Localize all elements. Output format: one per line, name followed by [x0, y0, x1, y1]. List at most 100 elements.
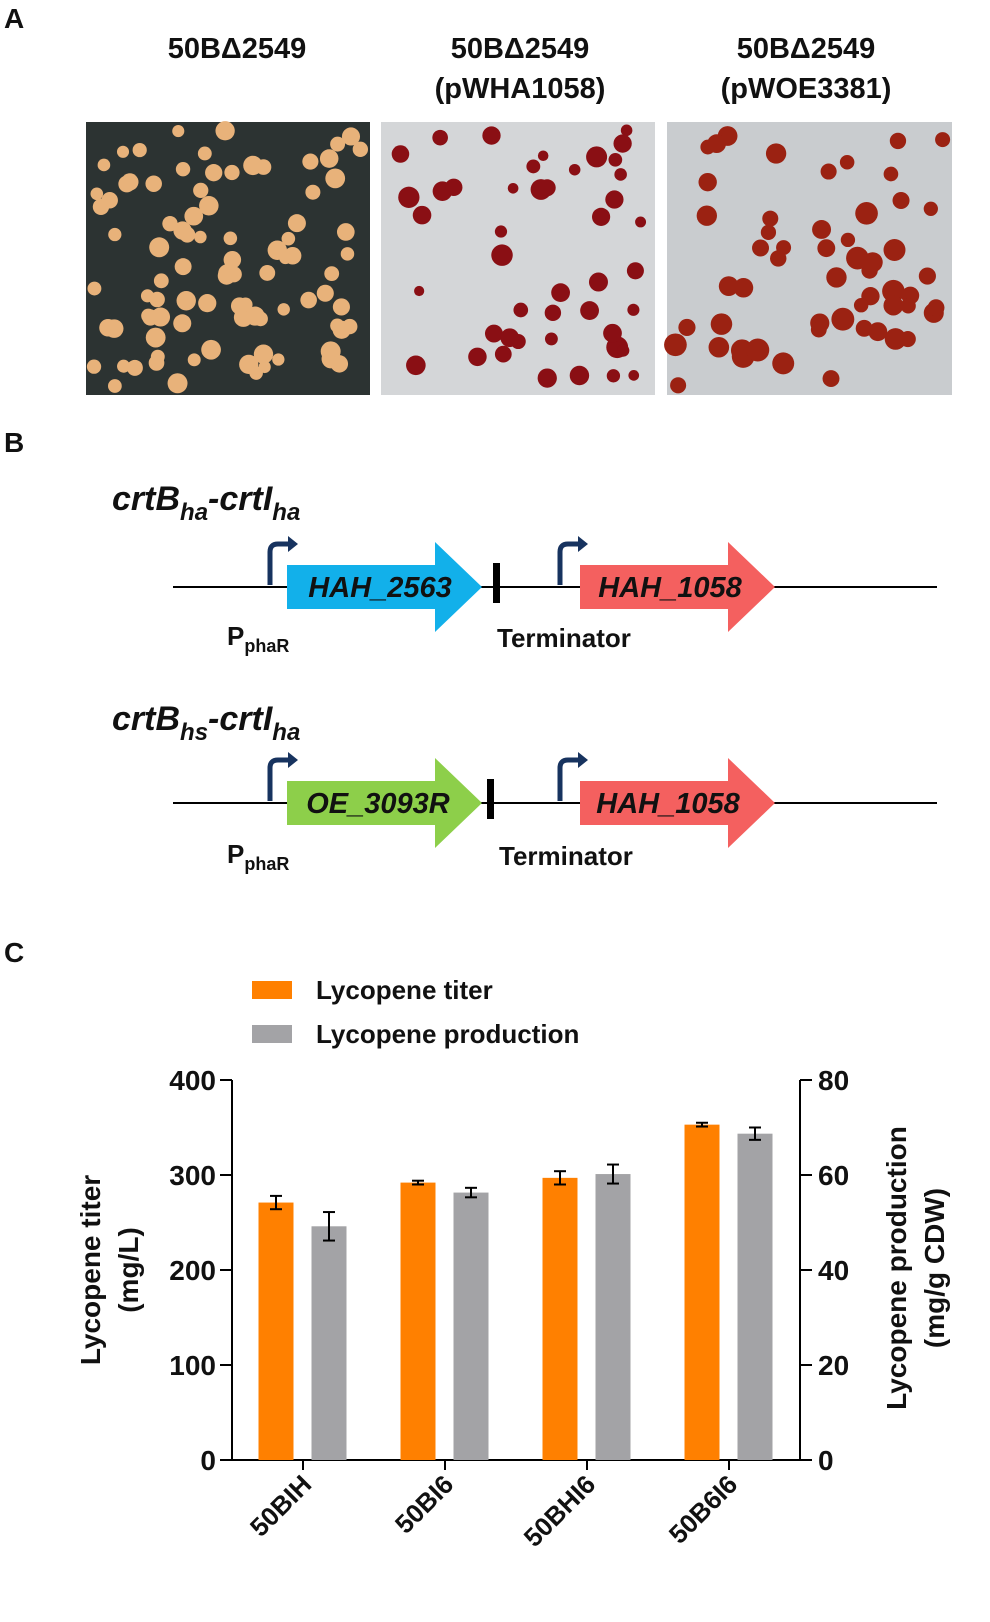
promoter-arrow — [267, 541, 290, 585]
colony — [664, 333, 687, 357]
colony — [899, 331, 916, 348]
bar — [453, 1192, 489, 1460]
colony — [352, 141, 368, 157]
colony — [882, 279, 905, 303]
colony — [116, 145, 130, 158]
colony — [277, 303, 290, 316]
colony — [537, 368, 557, 388]
colony — [92, 198, 110, 215]
colony — [613, 134, 632, 153]
colony — [245, 306, 265, 326]
colony — [628, 370, 640, 381]
colony — [86, 359, 102, 374]
construct: crtBha-crtIha HAH_2563 HAH_1058 PphaR Te… — [112, 480, 937, 656]
colony — [820, 163, 837, 180]
colony — [117, 359, 131, 373]
plate-title: 50BΔ2549 — [168, 33, 307, 65]
colony — [149, 291, 165, 308]
colony — [87, 281, 102, 296]
colony — [162, 215, 178, 232]
y-tick-label: 200 — [169, 1255, 216, 1286]
promoter-arrow — [267, 757, 290, 801]
colony — [551, 283, 570, 303]
x-tick-label: 50B6I6 — [663, 1469, 743, 1549]
gene-arrow — [287, 542, 482, 632]
colony — [752, 239, 770, 257]
colony — [696, 205, 717, 226]
bar — [542, 1177, 578, 1460]
colony — [586, 146, 608, 168]
colony — [340, 247, 355, 261]
colony — [468, 347, 487, 367]
colony — [238, 297, 253, 312]
promoter-arrow — [557, 541, 580, 585]
colony — [173, 314, 192, 333]
colony — [526, 159, 541, 174]
promoter-arrow — [557, 757, 580, 801]
colony — [482, 126, 501, 145]
promoter-arrowhead — [578, 752, 588, 768]
colony — [197, 146, 212, 161]
gene-arrow — [580, 542, 775, 632]
promoter-arrowhead — [288, 536, 298, 552]
colony — [174, 258, 192, 276]
plate-title: 50BΔ2549 — [737, 33, 876, 65]
colony — [746, 338, 770, 362]
colony — [608, 152, 623, 167]
colony — [900, 298, 916, 314]
colony — [718, 276, 739, 297]
colony — [698, 172, 717, 192]
colony — [224, 164, 240, 181]
colony — [414, 285, 425, 297]
colony — [883, 295, 904, 316]
colony — [635, 216, 647, 228]
legend-label: Lycopene titer — [316, 975, 493, 1005]
colony — [104, 319, 124, 338]
construct-name: crtBhs-crtIha — [112, 700, 300, 746]
colony — [398, 186, 420, 208]
colony — [141, 308, 156, 323]
y2-tick-label: 0 — [818, 1445, 834, 1476]
y2-tick-label: 20 — [818, 1350, 849, 1381]
colony — [760, 224, 777, 240]
colony — [432, 129, 448, 146]
x-tick-label: 50BI6 — [389, 1469, 459, 1539]
colony — [927, 299, 945, 317]
colony — [839, 154, 855, 170]
colony — [817, 239, 836, 258]
colony — [302, 153, 319, 170]
colony — [822, 370, 840, 388]
colony — [538, 179, 556, 197]
bar — [595, 1174, 631, 1460]
colony — [765, 143, 787, 164]
panel-label: B — [4, 427, 24, 458]
x-tick-label: 50BIH — [244, 1469, 317, 1542]
colony — [223, 231, 238, 246]
colony — [341, 127, 361, 146]
colony — [494, 345, 512, 363]
colony — [107, 379, 122, 393]
terminator-mark — [487, 779, 494, 819]
colony — [332, 298, 350, 316]
colony — [772, 352, 795, 375]
colony — [243, 155, 263, 176]
colony — [175, 162, 191, 177]
colony — [167, 373, 188, 394]
y-tick-label: 100 — [169, 1350, 216, 1381]
colony — [840, 232, 856, 248]
colony — [507, 182, 519, 194]
gene-arrow — [580, 758, 775, 848]
colony — [733, 278, 754, 298]
gene-label: HAH_2563 — [308, 572, 451, 604]
colony — [892, 191, 910, 209]
bar — [737, 1133, 773, 1460]
colony — [491, 244, 513, 266]
colony — [330, 355, 349, 373]
plate-title: 50BΔ2549 — [451, 33, 590, 65]
colony — [883, 166, 899, 182]
colony — [217, 266, 236, 285]
colony — [132, 142, 147, 158]
colony — [868, 322, 888, 342]
colony — [707, 134, 727, 154]
legend-swatch — [252, 1025, 292, 1043]
